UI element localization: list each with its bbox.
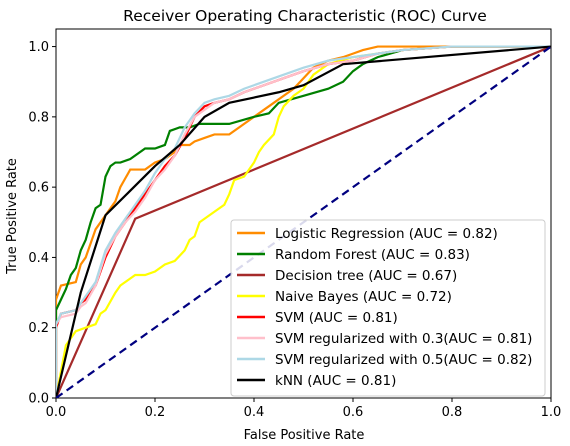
series-line-3 [56, 45, 551, 398]
legend-label: kNN (AUC = 0.81) [275, 373, 396, 389]
x-tick-label: 0.2 [145, 405, 166, 420]
y-tick-label: 0.8 [28, 110, 49, 125]
legend-label: Naive Bayes (AUC = 0.72) [275, 289, 452, 305]
legend-label: Logistic Regression (AUC = 0.82) [275, 226, 498, 242]
series-line-7 [56, 45, 551, 398]
x-tick-label: 0.8 [442, 405, 463, 420]
y-tick-label: 0.6 [28, 181, 49, 196]
y-axis-ticks: 0.0 0.2 0.4 0.6 0.8 1.0 [28, 40, 56, 407]
y-axis-label: True Positive Rate [5, 158, 20, 275]
legend: Logistic Regression (AUC = 0.82) Random F… [230, 219, 546, 397]
series-line-0 [56, 45, 551, 398]
x-tick-label: 1.0 [541, 405, 562, 420]
series-line-6 [56, 45, 551, 398]
legend-box [230, 219, 546, 397]
series-line-1 [56, 45, 551, 398]
y-tick-label: 0.0 [28, 392, 49, 407]
x-axis-ticks: 0.0 0.2 0.4 0.6 0.8 1.0 [46, 398, 562, 420]
x-tick-label: 0.4 [244, 405, 265, 420]
legend-label: SVM regularized with 0.5(AUC = 0.82) [275, 352, 532, 368]
x-tick-label: 0.0 [46, 405, 67, 420]
legend-label: SVM (AUC = 0.81) [275, 310, 398, 326]
x-axis-label: False Positive Rate [244, 428, 365, 443]
series-line-2 [56, 45, 551, 398]
chart-title: Receiver Operating Characteristic (ROC) … [123, 7, 487, 25]
x-tick-label: 0.6 [343, 405, 364, 420]
legend-label: SVM regularized with 0.3(AUC = 0.81) [275, 331, 532, 347]
axes-frame [55, 28, 552, 399]
legend-label: Decision tree (AUC = 0.67) [275, 268, 457, 284]
y-tick-label: 0.2 [28, 321, 49, 336]
y-tick-label: 0.4 [28, 251, 49, 266]
y-tick-label: 1.0 [28, 40, 49, 55]
legend-label: Random Forest (AUC = 0.83) [275, 247, 470, 263]
